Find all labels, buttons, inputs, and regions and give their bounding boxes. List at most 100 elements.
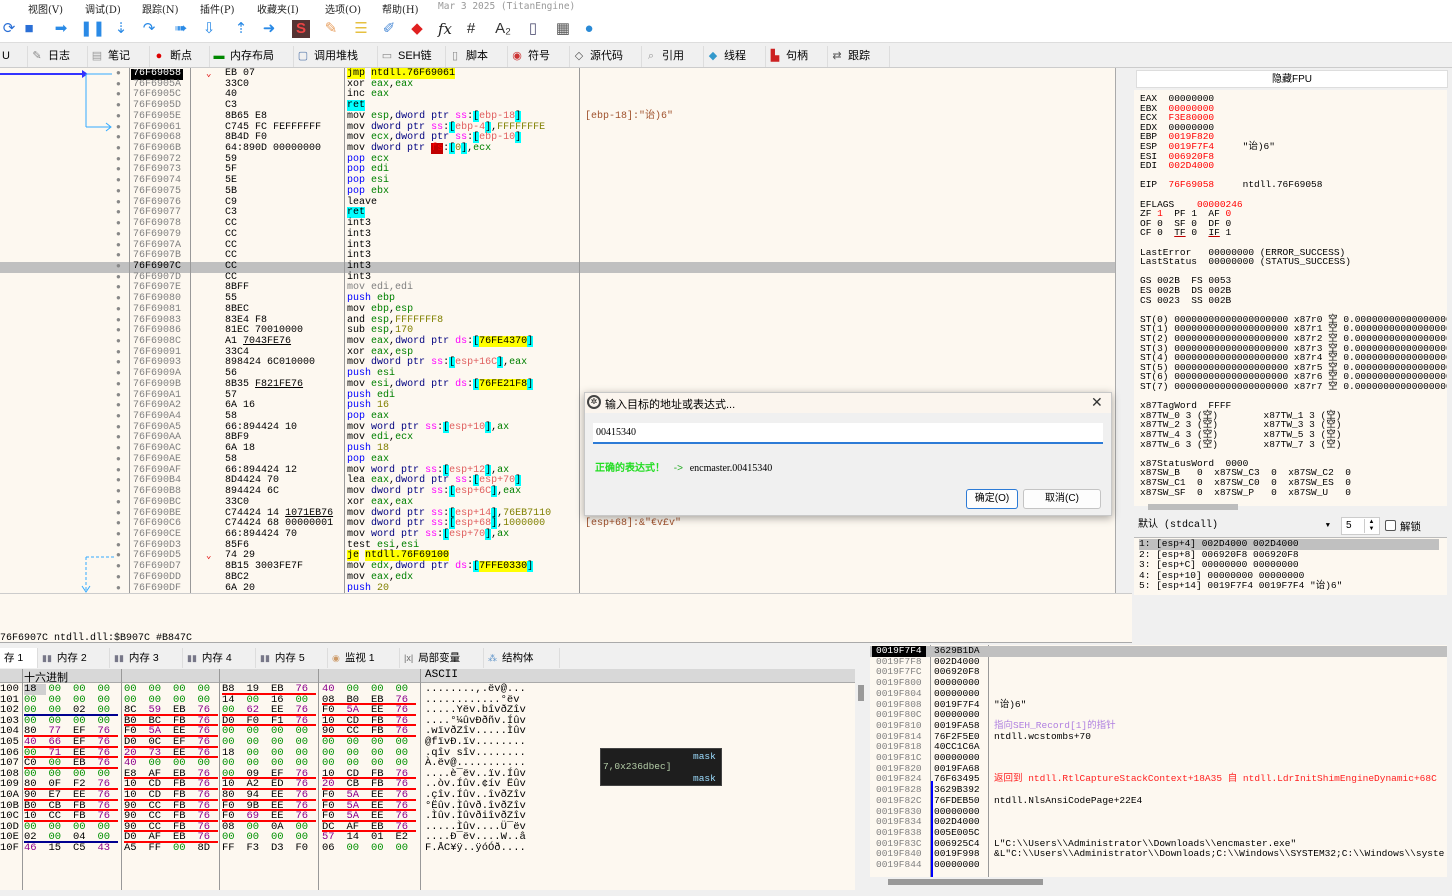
disasm-row[interactable]: ● 76F690DF 6A 20 push 20 (0, 583, 1115, 593)
label-icon[interactable]: ✐ (382, 20, 396, 37)
hex-byte[interactable]: F3 (246, 842, 260, 854)
hex-byte[interactable]: 00 (73, 693, 86, 706)
hex-row[interactable]: 10F 46 15 C5 43 A5 FF 00 8D FF F3 D3 F0 06 00 00 00 F.ÅC¥… (0, 843, 540, 854)
breakpoint-dot[interactable]: ● (116, 90, 121, 100)
register-line[interactable]: x87TagWord FFFF (1140, 401, 1231, 411)
stack-row[interactable]: 0019F800 00000000 (870, 677, 1447, 689)
device-icon[interactable]: ▯ (528, 20, 538, 37)
hex-byte[interactable]: 00 (97, 820, 111, 833)
register-line[interactable]: ST(2) 00000000000000000000 x87r2 空 0.000… (1140, 334, 1447, 344)
hex-row[interactable]: 10D 00 00 00 00 90 CC FB 76 08 00 0A 00 DC AF EB 76.....… (0, 822, 540, 833)
hex-byte[interactable]: CC (148, 810, 162, 823)
hex-byte[interactable]: D0 (124, 831, 137, 844)
hex-byte[interactable]: F0 (295, 842, 309, 854)
hex-byte[interactable]: ED (271, 778, 284, 791)
hex-row[interactable]: 101 00 00 00 00 00 00 00 00 14 00 16 00 08 B0 EB 76.....… (0, 693, 540, 706)
hex-byte[interactable]: 20 (124, 746, 137, 759)
tab-breakpoint[interactable]: ● 断点 (150, 46, 210, 67)
hex-byte[interactable]: 00 (395, 757, 409, 770)
hex-byte[interactable]: 76 (197, 746, 211, 759)
register-line[interactable]: ST(4) 00000000000000000000 x87r4 空 0.000… (1140, 353, 1447, 363)
disasm-row[interactable]: ● 76F690C6 C74424 68 00000001 mov dword ptr… (0, 518, 1115, 530)
stack-row[interactable]: 0019F840 0019F998 &L"C:\\Users\\Administra… (870, 849, 1447, 860)
register-line[interactable]: EFLAGS 00000246 (1140, 199, 1243, 210)
hex-byte[interactable]: EE (173, 725, 186, 738)
hex-byte[interactable]: CD (346, 714, 360, 727)
disasm-row[interactable]: ● 76F69068 8B4D F0 mov ecx,dword ptr ss:[eb… (0, 132, 1115, 144)
tab-thread[interactable]: ◆ 线程 (704, 46, 766, 67)
hex-byte[interactable]: 00 (322, 757, 335, 770)
disasm-row[interactable]: ● 76F6909B 8B35 F821FE76 mov esi,dword ptr … (0, 378, 1115, 391)
disasm-row[interactable]: ● 76F69086 81EC 70010000 sub esp,170 (0, 325, 1115, 337)
hex-byte[interactable]: 76 (197, 767, 211, 780)
hex-byte[interactable]: DC (322, 820, 335, 833)
hex-byte[interactable]: 10 (322, 767, 335, 780)
memory-tab[interactable]: ▮▮ 内存 2 (38, 648, 110, 668)
spinner-arrows-icon[interactable]: ▲ ▼ (1364, 519, 1378, 533)
hex-scrollbar[interactable] (855, 669, 868, 890)
hex-byte[interactable]: 00 (24, 714, 37, 727)
hex-byte[interactable]: 00 (48, 704, 62, 717)
hex-byte[interactable]: B0 (24, 799, 37, 812)
menu-item[interactable]: 跟踪(N) (142, 5, 179, 16)
disasm-row[interactable]: ● 76F690D7 8B15 3003FE7F mov edx,dword ptr … (0, 561, 1115, 573)
hex-byte[interactable]: 00 (24, 746, 37, 759)
disasm-row[interactable]: ● 76F6905A 33C0 xor eax,eax (0, 79, 1115, 91)
hex-byte[interactable]: 76 (295, 714, 309, 727)
hex-row[interactable]: 103 00 00 00 00 B0 BC FB 76 D0 F0 F1 76 10 CD FB 76 ....°… (0, 716, 540, 727)
hex-byte[interactable]: 80 (24, 725, 37, 738)
stack-hscroll[interactable] (870, 877, 1447, 887)
disassembly-scrollbar[interactable] (1116, 68, 1132, 593)
disasm-row[interactable]: ● 76F690A1 57 push edi (0, 390, 1115, 402)
hex-byte[interactable]: 43 (97, 842, 111, 854)
menu-item[interactable]: 插件(P) (200, 5, 235, 16)
breakpoint-dot[interactable]: ● (116, 219, 121, 229)
hex-byte[interactable]: 00 (246, 693, 260, 706)
register-line[interactable]: EAX 00000000 (1140, 94, 1214, 104)
breakpoint-dot[interactable]: ● (116, 583, 121, 593)
hex-byte[interactable]: 0F (48, 778, 62, 791)
memory-tab[interactable]: ▮▮ 内存 5 (256, 648, 328, 668)
hex-byte[interactable]: EE (371, 789, 384, 801)
disasm-row[interactable]: ● 76F690A5 66:894424 10 mov word ptr ss:[es… (0, 421, 1115, 434)
hex-byte[interactable]: 00 (295, 757, 309, 770)
hex-row[interactable]: 102 00 00 02 00 8C 59 EB 76 00 62 EE 76 F0 5A EE 76.....… (0, 705, 540, 716)
hex-byte[interactable]: F2 (73, 778, 86, 791)
breakpoint-dot[interactable]: ● (116, 369, 121, 379)
breakpoint-dot[interactable]: ● (116, 401, 121, 411)
hex-byte[interactable]: FB (173, 714, 186, 727)
hex-row[interactable]: 10B B0 CB FB 76 90 CC FB 76 F0 9B EE 76 F0 5A EE 76 °Ëûv.… (0, 799, 540, 812)
hex-byte[interactable]: 00 (197, 757, 211, 770)
breakpoint-dot[interactable]: ● (116, 294, 121, 304)
hex-byte[interactable]: 76 (97, 757, 111, 770)
hex-byte[interactable]: 14 (222, 693, 235, 706)
hex-byte[interactable]: EB (371, 693, 384, 706)
breakpoint-dot[interactable]: ● (116, 433, 121, 443)
hex-byte[interactable]: 00 (48, 831, 62, 844)
stack-row[interactable]: 0019F7FC 006920F8 (870, 667, 1447, 678)
hex-row[interactable]: 108 00 00 00 00 E8 AF EB 76 00 09 EF 76 10 CD FB 76 ....è… (0, 769, 540, 780)
hex-byte[interactable]: 00 (48, 820, 62, 833)
hex-byte[interactable]: 10 (124, 778, 137, 791)
hex-byte[interactable]: 76 (295, 789, 309, 801)
hex-byte[interactable]: 00 (97, 704, 111, 717)
hex-byte[interactable]: 00 (48, 693, 62, 706)
tab-script[interactable]: ▯ 脚本 (446, 46, 508, 67)
hex-byte[interactable]: EB (73, 757, 86, 770)
hex-byte[interactable]: 00 (346, 842, 360, 854)
hex-byte[interactable]: 5A (346, 810, 360, 823)
hex-byte[interactable]: A2 (246, 778, 260, 791)
ok-button[interactable]: 确定(O) (966, 489, 1018, 509)
argument-row[interactable]: 1: [esp+4] 002D4000 002D4000 (1139, 538, 1439, 550)
disasm-row[interactable]: ● 76F69072 59 pop ecx (0, 154, 1115, 166)
argument-row[interactable]: 5: [esp+14] 0019F7F4 0019F7F4 "诒)6" (1139, 580, 1343, 592)
trace-into-icon[interactable]: ➠ (174, 20, 188, 37)
hex-byte[interactable]: 00 (271, 746, 284, 759)
tab-cpu[interactable]: U (0, 46, 28, 67)
hex-byte[interactable]: EE (73, 789, 86, 801)
disasm-row[interactable]: ● 76F690AA 8BF9 mov edi,ecx (0, 433, 1115, 444)
hex-byte[interactable]: AF (148, 767, 162, 780)
register-line[interactable]: ES 002B DS 002B (1140, 286, 1231, 296)
hex-byte[interactable]: CC (346, 725, 360, 738)
hex-byte[interactable]: 00 (246, 820, 260, 833)
